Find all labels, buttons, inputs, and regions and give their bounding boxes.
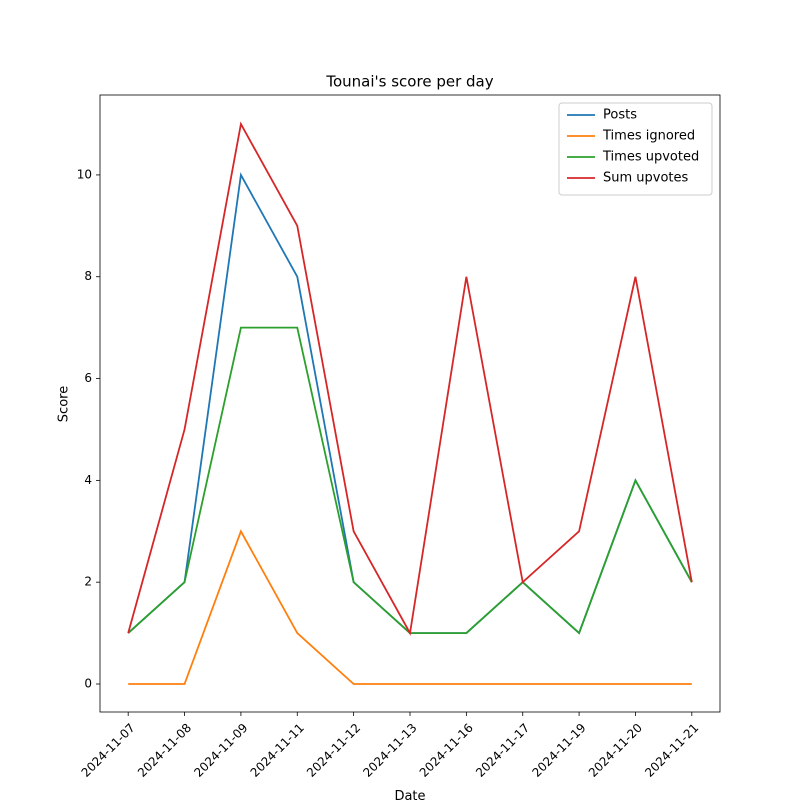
x-tick-label: 2024-11-19 bbox=[529, 721, 588, 780]
chart-title: Tounai's score per day bbox=[325, 73, 493, 91]
x-tick-label: 2024-11-13 bbox=[360, 721, 419, 780]
x-tick-label: 2024-11-20 bbox=[586, 721, 645, 780]
series-line bbox=[128, 529, 692, 685]
legend-label: Sum upvotes bbox=[603, 171, 689, 186]
legend-box bbox=[558, 102, 713, 196]
y-tick-label: 4 bbox=[84, 473, 92, 487]
y-tick-label: 2 bbox=[84, 575, 92, 589]
x-tick-label: 2024-11-08 bbox=[135, 721, 194, 780]
plot-frame bbox=[99, 94, 721, 713]
legend-label: Times upvoted bbox=[602, 150, 699, 165]
y-tick-label: 10 bbox=[77, 167, 92, 181]
legend-label: Times ignored bbox=[602, 129, 695, 144]
y-axis-label: Score bbox=[57, 386, 72, 422]
y-tick-label: 6 bbox=[84, 371, 92, 385]
x-axis-label: Date bbox=[394, 789, 425, 800]
legend: Posts Times ignored Times upvoted Sum upvot… bbox=[558, 102, 713, 196]
x-tick-label: 2024-11-11 bbox=[248, 721, 307, 780]
x-tick-label: 2024-11-21 bbox=[642, 721, 701, 780]
x-tick-label: 2024-11-17 bbox=[473, 721, 532, 780]
x-tick-label: 2024-11-16 bbox=[417, 721, 476, 780]
y-tick-label: 0 bbox=[84, 677, 92, 691]
x-tick-label: 2024-11-07 bbox=[79, 721, 138, 780]
x-tick-label: 2024-11-09 bbox=[191, 721, 250, 780]
x-tick-label: 2024-11-12 bbox=[304, 721, 363, 780]
series-line bbox=[127, 121, 693, 636]
y-tick-label: 8 bbox=[84, 269, 92, 283]
legend-label: Posts bbox=[603, 108, 637, 123]
